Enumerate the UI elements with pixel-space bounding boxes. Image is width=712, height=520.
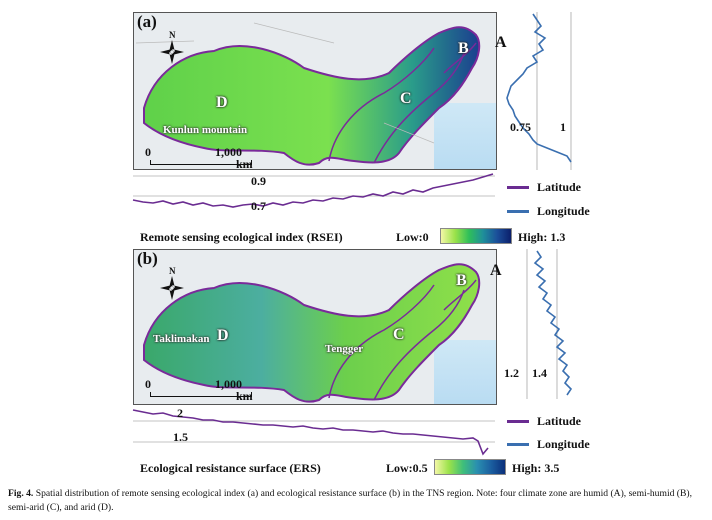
cbar-high-a: High: 1.3 [518,230,566,244]
legend-latitude-label: Latitude [537,180,582,194]
zone-d-b: D [217,327,229,344]
scale-start-b: 0 [145,377,151,391]
lat-tick-b-2: 1.5 [173,430,188,444]
legend-longitude-label: Longitude [537,204,590,218]
cbar-low-b: Low:0.5 [386,461,428,475]
compass-a: N [158,30,186,68]
compass-b: N [158,266,186,304]
compass-n-label: N [169,30,176,40]
scale-start-a: 0 [145,145,151,159]
latitude-swatch [507,186,529,189]
compass-n-label-b: N [169,266,176,276]
zone-d-a: D [216,94,228,111]
scale-bar-b [150,392,252,397]
zone-c-a: C [400,90,412,107]
longitude-profile-b [526,249,573,399]
legend-latitude-a: Latitude [507,180,581,195]
scale-end-b: 1,000 [215,377,242,391]
longitude-profile-a [506,12,572,170]
scale-bar-a [150,160,252,165]
compass-icon [160,40,184,64]
lon-tick-b-1: 1.2 [504,366,519,380]
caption-text: Spatial distribution of remote sensing e… [8,488,692,513]
legend-latitude-b: Latitude [507,414,581,429]
scale-unit-b: km [236,389,253,403]
legend-longitude-label-b: Longitude [537,437,590,451]
place-tengger: Tengger [325,343,364,355]
lat-tick-a-2: 0.7 [251,199,266,213]
zone-a-b: A [490,262,502,279]
panel-label-b: (b) [137,249,158,268]
zone-b-b: B [456,272,467,289]
place-kunlun: Kunlun mountain [163,124,248,136]
cbar-low-a: Low:0 [396,230,429,244]
longitude-line-a [506,13,572,163]
lon-tick-b-2: 1.4 [532,366,547,380]
scale-unit-a: km [236,157,253,171]
longitude-line-b [533,250,573,396]
scale-end-a: 1,000 [215,145,242,159]
map-a [133,12,497,170]
index-title-a: Remote sensing ecological index (RSEI) [140,230,343,244]
longitude-swatch-b [507,443,529,446]
caption-fig-label: Fig. 4. [8,488,34,499]
latitude-profile-b [132,409,495,456]
colorbar-a [440,228,512,244]
index-title-b: Ecological resistance surface (ERS) [140,461,321,475]
lat-tick-a-1: 0.9 [251,174,266,188]
figure-caption: Fig. 4. Spatial distribution of remote s… [8,487,708,515]
longitude-swatch [507,210,529,213]
map-b-drawing [143,263,496,404]
tns-region-shape [143,26,481,166]
legend-longitude-b: Longitude [507,437,590,452]
lon-tick-a-2: 1 [560,120,566,134]
latitude-profile-a [132,173,495,208]
zone-b-a: B [458,40,469,57]
latitude-swatch-b [507,420,529,423]
latitude-line-b [132,409,489,456]
map-b [133,249,497,405]
legend-longitude-a: Longitude [507,204,590,219]
latitude-line-a [132,173,494,208]
compass-icon-b [160,276,184,300]
map-a-drawing [135,22,496,169]
legend-latitude-label-b: Latitude [537,414,582,428]
zone-a-a: A [495,34,507,51]
panel-label-a: (a) [137,12,157,31]
cbar-high-b: High: 3.5 [512,461,560,475]
zone-c-b: C [393,326,405,343]
colorbar-b [434,459,506,475]
lon-tick-a-1: 0.75 [510,120,531,134]
place-taklimakan: Taklimakan [153,333,210,345]
lat-tick-b-1: 2 [177,406,183,420]
